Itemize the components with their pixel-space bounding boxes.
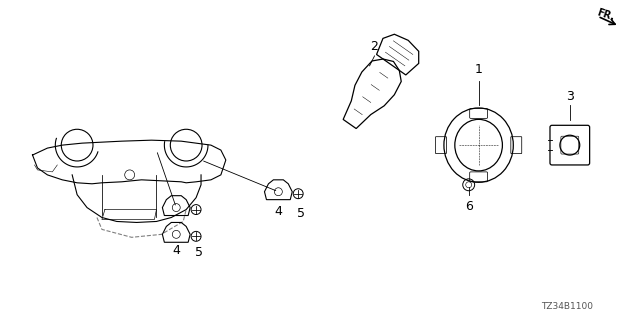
Text: 1: 1 [475,63,483,76]
Text: FR.: FR. [596,7,616,22]
Text: 6: 6 [465,200,472,213]
Text: 2: 2 [371,40,378,53]
Text: 4: 4 [172,244,180,257]
Text: 3: 3 [566,90,573,102]
Text: TZ34B1100: TZ34B1100 [541,302,593,311]
Text: 5: 5 [195,246,203,259]
Text: 5: 5 [297,207,305,220]
Text: 4: 4 [275,204,282,218]
